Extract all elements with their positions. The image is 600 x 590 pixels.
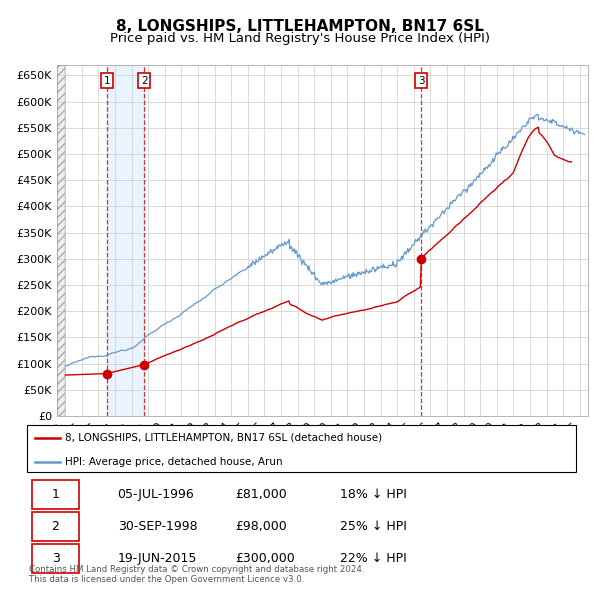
FancyBboxPatch shape — [32, 544, 79, 573]
Text: 1: 1 — [103, 76, 110, 86]
Text: 30-SEP-1998: 30-SEP-1998 — [118, 520, 197, 533]
Text: 25% ↓ HPI: 25% ↓ HPI — [340, 520, 407, 533]
Text: 8, LONGSHIPS, LITTLEHAMPTON, BN17 6SL: 8, LONGSHIPS, LITTLEHAMPTON, BN17 6SL — [116, 19, 484, 34]
Text: £81,000: £81,000 — [236, 488, 287, 501]
Text: 05-JUL-1996: 05-JUL-1996 — [118, 488, 194, 501]
Text: £300,000: £300,000 — [236, 552, 295, 565]
Text: 1: 1 — [52, 488, 59, 501]
Bar — [107, 65, 144, 416]
FancyBboxPatch shape — [32, 480, 79, 509]
Text: 22% ↓ HPI: 22% ↓ HPI — [340, 552, 407, 565]
Text: 2: 2 — [52, 520, 59, 533]
Text: 3: 3 — [52, 552, 59, 565]
Text: 18% ↓ HPI: 18% ↓ HPI — [340, 488, 407, 501]
Text: HPI: Average price, detached house, Arun: HPI: Average price, detached house, Arun — [65, 457, 283, 467]
Text: £98,000: £98,000 — [236, 520, 287, 533]
FancyBboxPatch shape — [32, 512, 79, 541]
Text: 8, LONGSHIPS, LITTLEHAMPTON, BN17 6SL (detached house): 8, LONGSHIPS, LITTLEHAMPTON, BN17 6SL (d… — [65, 432, 383, 442]
FancyBboxPatch shape — [27, 425, 576, 472]
Text: Contains HM Land Registry data © Crown copyright and database right 2024.
This d: Contains HM Land Registry data © Crown c… — [29, 565, 364, 584]
Bar — [57, 65, 65, 416]
Text: 19-JUN-2015: 19-JUN-2015 — [118, 552, 197, 565]
Text: 3: 3 — [418, 76, 425, 86]
Text: 2: 2 — [141, 76, 148, 86]
Text: Price paid vs. HM Land Registry's House Price Index (HPI): Price paid vs. HM Land Registry's House … — [110, 32, 490, 45]
